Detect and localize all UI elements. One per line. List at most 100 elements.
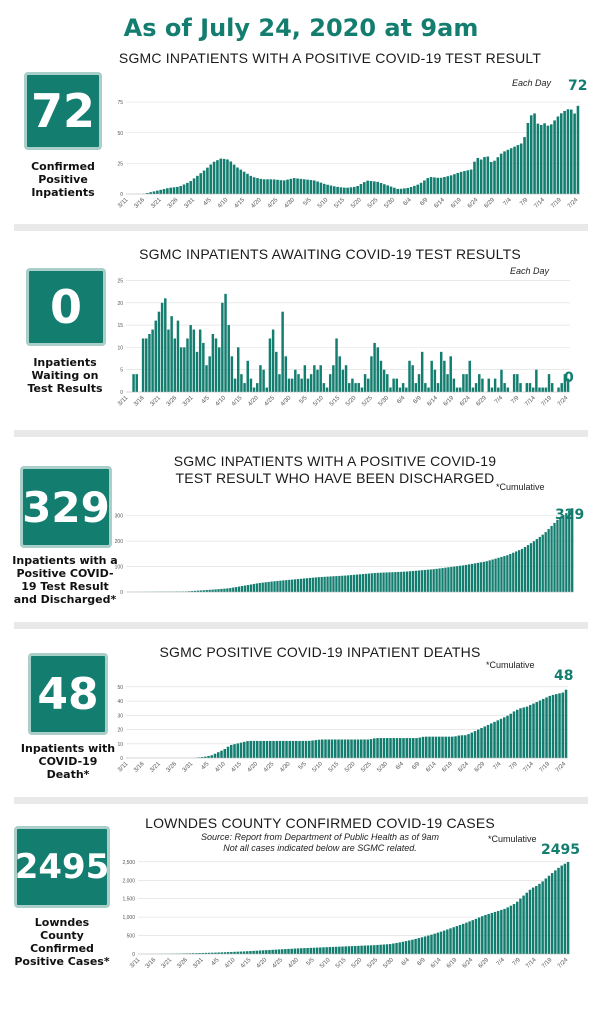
bar xyxy=(188,953,192,954)
bar xyxy=(226,159,229,194)
bar xyxy=(515,551,518,592)
panel4-caption: Inpatients with COVID-19 Death* xyxy=(20,742,116,781)
bar xyxy=(373,945,376,954)
x-tick-label: 5/30 xyxy=(376,761,389,774)
x-tick-label: 7/14 xyxy=(525,957,538,970)
panel2-end-label: 0 xyxy=(564,370,574,386)
bar xyxy=(233,744,236,758)
bar xyxy=(417,374,421,392)
bar xyxy=(287,948,290,954)
bar xyxy=(408,571,412,592)
bar xyxy=(334,946,338,954)
bar xyxy=(176,186,179,194)
bar xyxy=(513,146,516,194)
bar xyxy=(516,709,519,758)
bar xyxy=(200,757,204,758)
bar xyxy=(553,522,556,592)
bar xyxy=(386,738,389,758)
bar xyxy=(541,881,544,954)
bar xyxy=(459,387,462,392)
bar xyxy=(272,179,276,194)
bar xyxy=(223,748,227,758)
bar xyxy=(223,952,227,954)
bar xyxy=(379,572,382,592)
bar xyxy=(288,579,291,592)
bar xyxy=(360,739,363,758)
y-tick-label: 200 xyxy=(115,539,124,545)
bar xyxy=(327,739,331,758)
bar xyxy=(500,909,503,954)
bar xyxy=(512,552,515,592)
bar xyxy=(275,351,278,392)
bar xyxy=(446,374,449,392)
bar xyxy=(198,329,202,392)
bar xyxy=(222,158,226,194)
x-tick-label: 7/24 xyxy=(557,957,570,970)
bar xyxy=(379,183,383,194)
bar xyxy=(496,910,500,954)
bar xyxy=(329,185,333,194)
bar xyxy=(388,572,391,592)
bar xyxy=(151,329,154,392)
bar xyxy=(493,911,497,954)
bar xyxy=(556,116,560,194)
bar xyxy=(146,192,149,194)
bar xyxy=(550,525,553,592)
y-tick-label: 15 xyxy=(117,323,123,329)
bar xyxy=(208,589,211,592)
bar xyxy=(373,342,376,392)
bar xyxy=(439,931,443,954)
x-tick-label: 4/5 xyxy=(200,761,211,772)
bar xyxy=(335,338,338,392)
bar xyxy=(490,387,494,392)
x-tick-label: 5/5 xyxy=(303,197,314,208)
bar xyxy=(300,378,303,392)
bar xyxy=(565,513,568,592)
x-tick-label: 7/14 xyxy=(534,197,547,210)
bar xyxy=(503,556,506,592)
bar xyxy=(379,944,382,954)
x-tick-label: 3/16 xyxy=(133,761,146,774)
bar xyxy=(269,740,272,758)
y-tick-label: 10 xyxy=(117,742,123,748)
x-tick-label: 5/15 xyxy=(328,761,341,774)
panel3-title: SGMC INPATIENTS WITH A POSITIVE COVID-19… xyxy=(110,453,560,487)
bar xyxy=(462,565,465,592)
bar xyxy=(233,378,237,392)
bar xyxy=(412,738,415,758)
bar xyxy=(465,922,468,954)
bar xyxy=(503,908,506,954)
bar xyxy=(561,692,565,758)
panel5-big-number: 2495 xyxy=(14,826,110,908)
bar xyxy=(316,181,319,194)
x-tick-label: 7/4 xyxy=(496,957,507,968)
bar xyxy=(343,739,347,758)
bar xyxy=(357,945,360,954)
y-tick-label: 100 xyxy=(115,565,124,571)
bar xyxy=(474,918,478,954)
x-tick-label: 7/9 xyxy=(510,395,521,406)
x-tick-label: 6/24 xyxy=(462,957,475,970)
panel5-note: *Cumulative xyxy=(488,834,537,844)
bar xyxy=(204,756,207,758)
bar xyxy=(164,298,167,392)
x-tick-label: 4/20 xyxy=(250,197,263,210)
bar xyxy=(418,737,422,758)
bar xyxy=(285,580,288,592)
x-tick-label: 6/4 xyxy=(403,197,414,208)
bar xyxy=(186,182,189,194)
bar xyxy=(506,555,509,592)
bar xyxy=(347,946,351,954)
bar xyxy=(211,334,215,392)
bar xyxy=(373,181,376,194)
x-tick-label: 4/10 xyxy=(224,957,237,970)
x-tick-label: 5/20 xyxy=(351,957,364,970)
bar xyxy=(281,311,284,392)
bar xyxy=(395,942,398,954)
x-tick-label: 6/9 xyxy=(411,761,422,772)
y-tick-label: 0 xyxy=(120,590,123,596)
bar xyxy=(428,736,431,758)
x-tick-label: 4/30 xyxy=(284,197,297,210)
bar xyxy=(246,173,249,194)
